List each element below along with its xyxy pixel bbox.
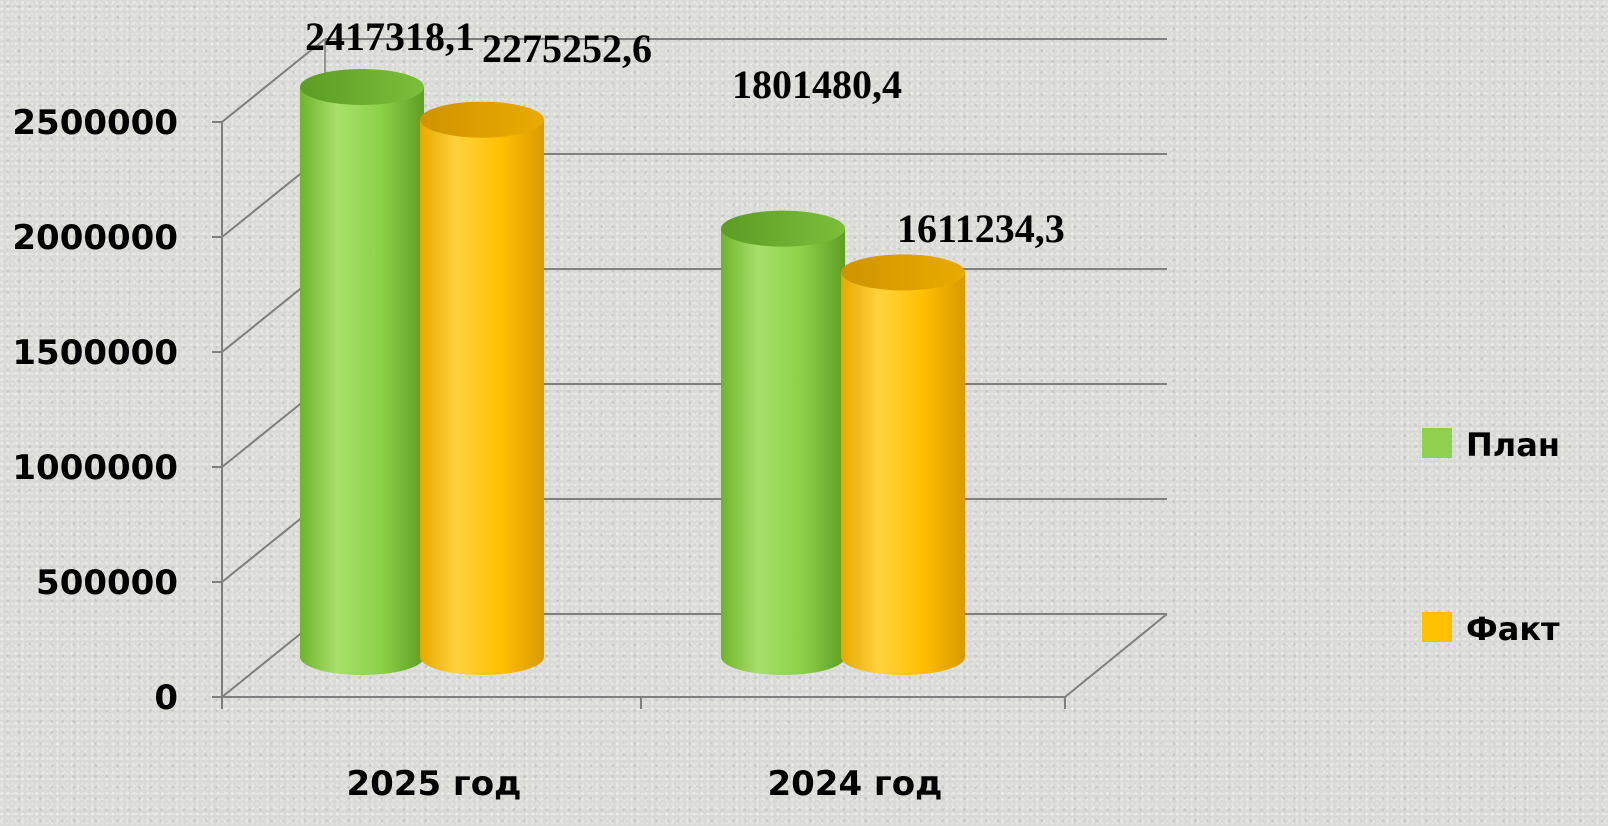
bar-top bbox=[721, 211, 845, 247]
y-tick-label: 0 bbox=[154, 678, 178, 718]
data-label: 1801480,4 bbox=[732, 62, 902, 107]
data-label: 1611234,3 bbox=[897, 206, 1065, 251]
x-category-label: 2025 год bbox=[346, 764, 521, 804]
bar-top bbox=[420, 102, 544, 138]
floor-right-edge bbox=[1065, 614, 1167, 697]
bar-Факт bbox=[420, 102, 544, 675]
bar-top bbox=[841, 254, 965, 290]
y-tick-label: 2500000 bbox=[12, 103, 178, 143]
bar-План bbox=[721, 211, 845, 675]
legend-swatch bbox=[1422, 612, 1452, 642]
bar-body bbox=[841, 272, 965, 675]
bar-Факт bbox=[841, 254, 965, 675]
bar-body bbox=[300, 87, 424, 675]
y-tick-label: 1000000 bbox=[12, 448, 178, 488]
bar-body bbox=[721, 229, 845, 675]
y-tick-label: 500000 bbox=[36, 563, 178, 603]
legend-swatch bbox=[1422, 428, 1452, 458]
legend-label: Факт bbox=[1466, 610, 1560, 648]
y-tick-label: 2000000 bbox=[12, 218, 178, 258]
legend-label: План bbox=[1466, 426, 1560, 464]
data-label: 2275252,6 bbox=[482, 26, 652, 71]
bar-План bbox=[300, 69, 424, 675]
bar-top bbox=[300, 69, 424, 105]
y-tick-label: 1500000 bbox=[12, 333, 178, 373]
bar-body bbox=[420, 120, 544, 675]
x-category-label: 2024 год bbox=[767, 764, 942, 804]
data-label: 2417318,1 bbox=[305, 14, 475, 59]
